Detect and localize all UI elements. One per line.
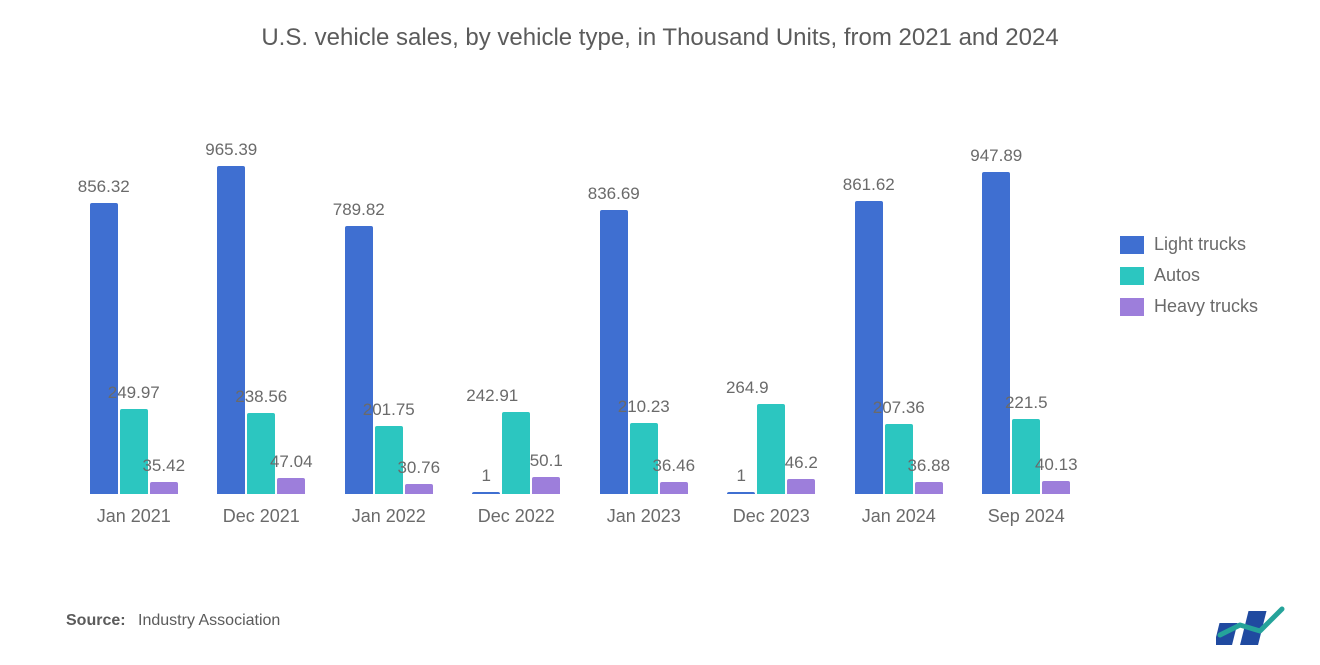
- bar-heavy-trucks: 40.13: [1042, 481, 1070, 495]
- bar-value-label: 242.91: [466, 386, 518, 406]
- source-attribution: Source: Industry Association: [66, 612, 280, 630]
- bar-light-trucks: 965.39: [217, 166, 245, 494]
- bar-value-label: 249.97: [108, 383, 160, 403]
- bar-group: 947.89221.5 40.13: [963, 154, 1091, 494]
- legend-label: Autos: [1154, 265, 1200, 286]
- bar-group: 856.32249.9735.42: [70, 154, 198, 494]
- bar-group: 965.39238.56 47.04: [198, 154, 326, 494]
- bar-value-label: 30.76: [397, 458, 440, 478]
- x-axis-label: Jan 2024: [835, 498, 963, 534]
- bar-value-label: 856.32: [78, 177, 130, 197]
- legend-item: Autos: [1120, 265, 1320, 286]
- x-axis-label: Dec 2023: [708, 498, 836, 534]
- bar-heavy-trucks: 50.1: [532, 477, 560, 494]
- bar-value-label: 238.56: [235, 387, 287, 407]
- bar-value-label: 264.9: [726, 378, 769, 398]
- bar-group: 836.69210.2336.46: [580, 154, 708, 494]
- x-axis-label: Dec 2021: [198, 498, 326, 534]
- bar-value-label: 36.46: [652, 456, 695, 476]
- chart-title: U.S. vehicle sales, by vehicle type, in …: [200, 22, 1120, 54]
- legend-item: Heavy trucks: [1120, 296, 1320, 317]
- source-text: Industry Association: [138, 612, 280, 629]
- legend: Light trucks Autos Heavy trucks: [1120, 234, 1320, 327]
- legend-label: Light trucks: [1154, 234, 1246, 255]
- bar-group: 1242.9150.1: [453, 154, 581, 494]
- bar-light-trucks: 861.62: [855, 201, 883, 494]
- plot-area: 856.32249.9735.42965.39238.5647.04789.82…: [70, 114, 1090, 534]
- bar-light-trucks: 856.32: [90, 203, 118, 494]
- bar-value-label: 46.2: [785, 453, 818, 473]
- bar-heavy-trucks: 36.88: [915, 482, 943, 495]
- x-axis-label: Jan 2023: [580, 498, 708, 534]
- bar-group: 789.82201.7530.76: [325, 154, 453, 494]
- legend-swatch: [1120, 267, 1144, 285]
- legend-swatch: [1120, 298, 1144, 316]
- bar-value-label: 35.42: [142, 456, 185, 476]
- bar-value-label: 1: [482, 466, 491, 486]
- bar-value-label: 947.89: [970, 146, 1022, 166]
- bar-value-label: 789.82: [333, 200, 385, 220]
- chart-container: U.S. vehicle sales, by vehicle type, in …: [0, 0, 1320, 665]
- source-prefix: Source:: [66, 612, 126, 629]
- x-axis-label: Jan 2022: [325, 498, 453, 534]
- bar-value-label: 40.13: [1035, 455, 1078, 475]
- bar-groups: 856.32249.9735.42965.39238.5647.04789.82…: [70, 154, 1090, 494]
- bar-light-trucks: 1: [727, 492, 755, 494]
- bar-value-label: 207.36: [873, 398, 925, 418]
- bar-value-label: 47.04: [270, 452, 313, 472]
- x-axis-label: Dec 2022: [453, 498, 581, 534]
- bar-heavy-trucks: 46.2: [787, 479, 815, 495]
- bar-group: 861.62207.3636.88: [835, 154, 963, 494]
- bar-value-label: 965.39: [205, 140, 257, 160]
- bar-heavy-trucks: 47.04: [277, 478, 305, 494]
- bar-value-label: 221.5: [1005, 393, 1048, 413]
- bar-light-trucks: 1: [472, 492, 500, 494]
- bar-light-trucks: 789.82: [345, 226, 373, 495]
- bar-value-label: 50.1: [530, 451, 563, 471]
- bar-autos: 249.97: [120, 409, 148, 494]
- bar-value-label: 201.75: [363, 400, 415, 420]
- bar-value-label: 1: [737, 466, 746, 486]
- legend-item: Light trucks: [1120, 234, 1320, 255]
- legend-swatch: [1120, 236, 1144, 254]
- bar-autos: 242.91: [502, 412, 530, 495]
- bar-value-label: 36.88: [907, 456, 950, 476]
- bar-value-label: 861.62: [843, 175, 895, 195]
- x-axis-label: Sep 2024: [963, 498, 1091, 534]
- bar-light-trucks: 836.69: [600, 210, 628, 494]
- x-axis-label: Jan 2021: [70, 498, 198, 534]
- bar-autos: 264.9: [757, 404, 785, 494]
- bar-group: 1264.946.2: [708, 154, 836, 494]
- x-axis-labels: Jan 2021Dec 2021Jan 2022Dec 2022Jan 2023…: [70, 498, 1090, 534]
- chart-body: 856.32249.9735.42965.39238.5647.04789.82…: [30, 114, 1290, 534]
- bar-heavy-trucks: 35.42: [150, 482, 178, 494]
- bar-heavy-trucks: 30.76: [405, 484, 433, 494]
- brand-logo: [1216, 605, 1290, 645]
- bar-value-label: 210.23: [618, 397, 670, 417]
- bar-heavy-trucks: 36.46: [660, 482, 688, 494]
- legend-label: Heavy trucks: [1154, 296, 1258, 317]
- bar-value-label: 836.69: [588, 184, 640, 204]
- bar-light-trucks: 947.89: [982, 172, 1010, 494]
